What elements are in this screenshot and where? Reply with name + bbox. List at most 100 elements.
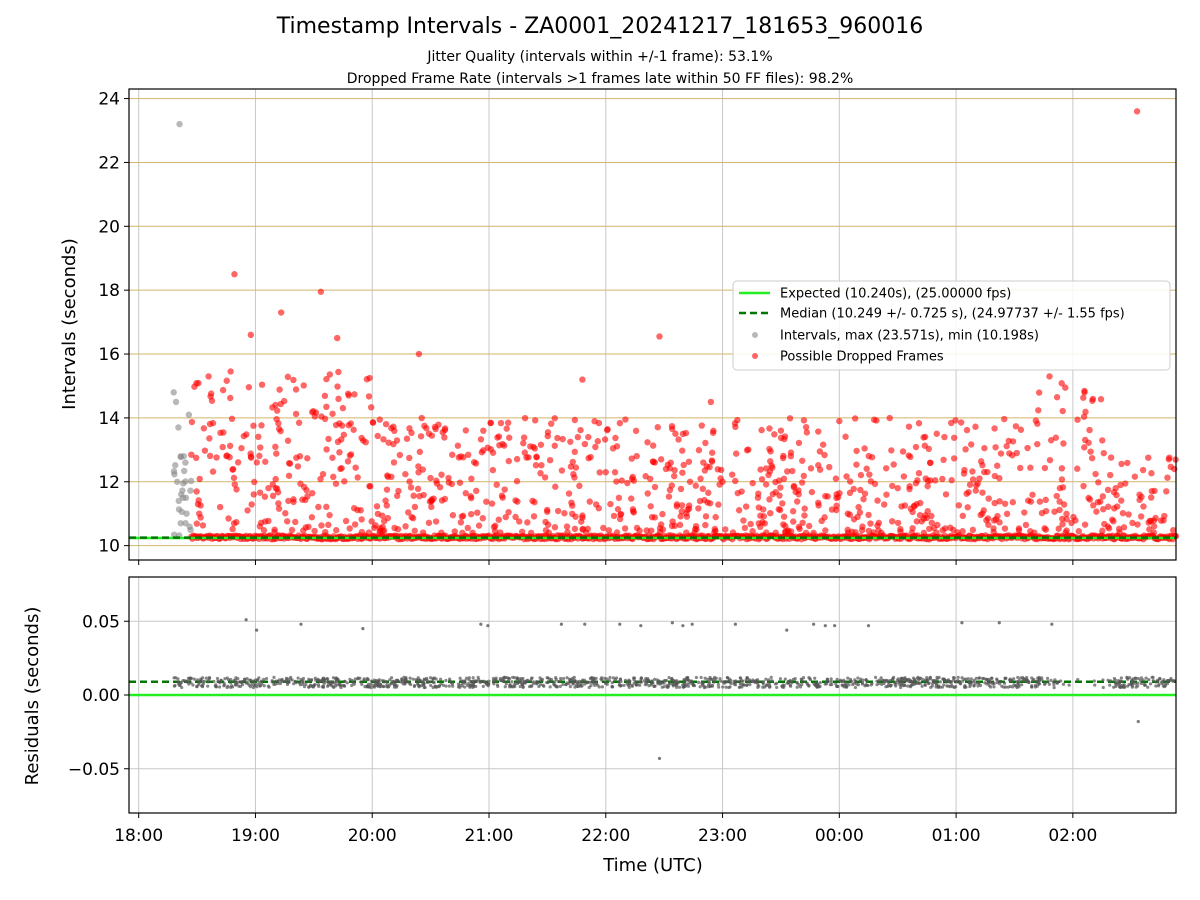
residual-point [1136, 684, 1140, 688]
residual-point [931, 681, 935, 686]
dropped-frame-point [602, 468, 609, 476]
dropped-frame-point [532, 417, 539, 424]
dropped-frame-point [305, 523, 312, 531]
interval-point [170, 468, 178, 475]
residual-point [718, 677, 722, 681]
residual-point [761, 682, 765, 686]
dropped-frame-point [912, 480, 920, 487]
residual-point [243, 677, 247, 682]
dropped-frame-point [332, 480, 340, 487]
dropped-frame-point [276, 386, 283, 393]
residual-point [299, 679, 304, 683]
dropped-frame-point [354, 506, 361, 514]
dropped-frame-point [272, 401, 279, 409]
dropped-frame-point [669, 518, 676, 525]
residual-point [703, 676, 707, 680]
dropped-frame-point [414, 485, 422, 493]
residual-point [404, 677, 408, 681]
residual-point [618, 622, 622, 626]
dropped-frame-point [1003, 442, 1010, 450]
residual-point [296, 676, 300, 680]
residual-point [1030, 684, 1034, 688]
residual-point [472, 684, 476, 689]
intervals-ticks: 10 12 14 16 18 20 22 24 [98, 90, 1074, 565]
residual-point [952, 676, 956, 680]
dropped-frame-point [226, 442, 234, 450]
dropped-frame-point [1035, 389, 1043, 396]
residual-point [642, 679, 646, 683]
residual-point [719, 679, 723, 683]
residual-point [537, 684, 541, 689]
residual-point [511, 675, 515, 679]
dropped-frame-point [1041, 464, 1049, 472]
dropped-frame-point [613, 529, 621, 536]
dropped-frame-point [1001, 525, 1009, 532]
residual-point [638, 683, 642, 687]
residual-point [365, 678, 369, 682]
residual-point [632, 677, 636, 682]
residual-point [1037, 682, 1041, 686]
residual-point [949, 683, 954, 687]
residual-point [745, 676, 749, 680]
dropped-frame-point [974, 480, 981, 487]
residual-point [316, 682, 321, 687]
residual-point [1059, 679, 1063, 683]
residual-point [1030, 676, 1034, 680]
residual-point [977, 681, 981, 686]
residual-point [733, 622, 737, 626]
dropped-frame-point [336, 449, 343, 456]
dropped-frame-point [741, 524, 749, 532]
dropped-frame-point [537, 441, 545, 448]
dropped-frame-point [1086, 426, 1093, 434]
dropped-frame-point [567, 438, 574, 445]
residual-point [667, 675, 671, 680]
residual-point [334, 679, 338, 683]
dropped-frame-point [572, 464, 580, 471]
intervals-ytick-label-7: 24 [98, 90, 120, 110]
dropped-frame-point [309, 489, 316, 497]
residual-point [558, 684, 562, 688]
dropped-frame-point [1118, 497, 1125, 504]
dropped-frame-point [731, 420, 739, 427]
dropped-frame-point [487, 446, 495, 453]
dropped-frame-point [742, 503, 750, 510]
dropped-frame-point [867, 478, 875, 485]
residual-point [444, 684, 448, 688]
dropped-frame-point [503, 425, 510, 432]
dropped-frame-point [1095, 479, 1102, 486]
dropped-frame-point [844, 529, 852, 536]
residual-point [877, 678, 882, 682]
dropped-frame-point [418, 414, 425, 422]
dropped-frame-point [257, 519, 265, 526]
dropped-frame-point [1034, 440, 1041, 448]
dropped-frame-point [493, 481, 500, 488]
residual-point [480, 679, 484, 684]
dropped-frame-point [802, 529, 810, 536]
dropped-frame-point [766, 496, 773, 503]
dropped-frame-point [669, 425, 676, 433]
residual-point [309, 678, 314, 682]
residual-point [299, 622, 303, 626]
dropped-frame-point [853, 461, 860, 468]
residual-point [764, 677, 768, 681]
dropped-frame-point [1107, 454, 1115, 461]
interval-point [187, 526, 194, 534]
dropped-frame-point [374, 432, 381, 440]
dropped-frame-point [915, 420, 923, 427]
dropped-frame-point [874, 522, 881, 529]
dropped-frame-point [388, 473, 395, 481]
residual-point [436, 685, 440, 689]
dropped-frame-point [1013, 449, 1020, 457]
residual-point [700, 681, 704, 685]
dropped-frame-point [842, 433, 849, 440]
dropped-frame-point [195, 379, 202, 387]
interval-point [182, 459, 189, 466]
residual-point [178, 683, 182, 687]
dropped-frame-point [406, 478, 413, 485]
dropped-frame-point [795, 439, 803, 447]
dropped-frame-point [675, 436, 682, 443]
dropped-frame-point [808, 488, 816, 496]
residual-point [546, 681, 550, 685]
residual-point [866, 683, 870, 688]
residual-point [1002, 681, 1007, 685]
